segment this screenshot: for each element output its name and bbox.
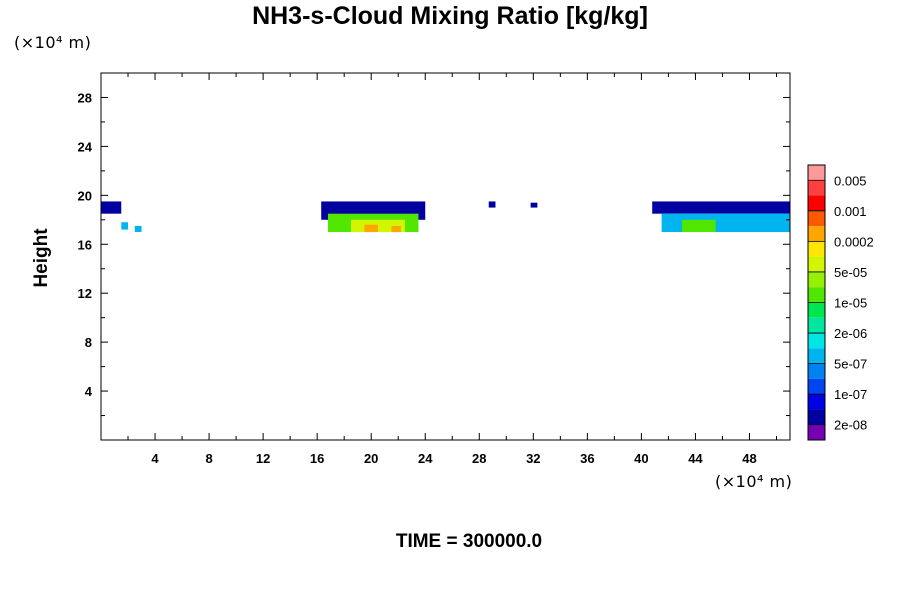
time-footer: TIME = 300000.0: [395, 531, 543, 552]
colorbar-swatch: [808, 363, 825, 379]
colorbar-swatch: [808, 317, 825, 334]
colorbar: 0.005 0.001 0.0002 5e-05 1e-05 2e-06 5e-07 1e-0…: [807, 164, 874, 441]
y-tick-label: 4: [85, 384, 93, 399]
x-tick-label: 20: [364, 451, 378, 466]
colorbar-label: 5e-07: [834, 357, 867, 372]
colorbar-label: 0.0002: [834, 234, 874, 249]
colorbar-swatch: [808, 210, 825, 227]
heatmap-region-7: [391, 225, 401, 233]
colorbar-label: 2e-08: [834, 418, 867, 433]
heatmap-cells: [101, 201, 790, 233]
y-tick-label: 28: [78, 90, 92, 105]
colorbar-swatch: [808, 226, 825, 242]
colorbar-swatch: [808, 409, 825, 425]
colorbar-label: 0.001: [834, 204, 867, 219]
colorbar-swatch: [808, 394, 825, 410]
colorbar-swatch: [808, 241, 825, 257]
y-tick-label: 12: [78, 286, 92, 301]
x-tick-label: 44: [688, 451, 703, 466]
x-tick-label: 8: [205, 451, 212, 466]
x-tick-label: 40: [634, 451, 648, 466]
colorbar-swatch: [808, 333, 825, 349]
x-tick-label: 36: [580, 451, 594, 466]
chart-title: NH3-s-Cloud Mixing Ratio [kg/kg]: [252, 2, 648, 30]
x-tick-label: 4: [151, 451, 159, 466]
heatmap-region-8: [488, 201, 496, 208]
heatmap-region-6: [364, 224, 378, 233]
x-tick-label: 32: [526, 451, 540, 466]
colorbar-swatch: [808, 378, 825, 395]
heatmap-region-2: [134, 225, 142, 233]
y-tick-label: 20: [78, 188, 92, 203]
colorbar-label: 1e-07: [834, 387, 867, 402]
x-tick-label: 48: [742, 451, 756, 466]
plot-frame: [100, 72, 791, 441]
colorbar-swatch: [808, 424, 825, 440]
y-tick-label: 16: [78, 237, 92, 252]
colorbar-swatch: [808, 302, 825, 318]
x-tick-label: 16: [310, 451, 324, 466]
colorbar-swatch: [808, 348, 825, 364]
heatmap-region-9: [530, 202, 538, 208]
x-tick-label: 12: [256, 451, 270, 466]
colorbar-label: 2e-06: [834, 326, 867, 341]
heatmap-region-10: [652, 201, 790, 214]
heatmap-region-1: [121, 222, 129, 230]
y-axis-unit: (×10⁴ m): [14, 33, 92, 52]
y-tick-label: 24: [78, 139, 93, 154]
heatmap-region-0: [101, 201, 122, 214]
colorbar-label: 0.005: [834, 173, 867, 188]
x-axis-unit: (×10⁴ m): [715, 472, 793, 491]
colorbar-swatch: [808, 287, 825, 303]
colorbar-swatch: [808, 165, 825, 181]
colorbar-swatch: [808, 195, 825, 211]
colorbar-label: 1e-05: [834, 296, 867, 311]
colorbar-swatch: [808, 256, 825, 272]
heatmap-region-12: [681, 219, 716, 233]
heatmap-region-11: [661, 213, 790, 233]
x-tick-label: 28: [472, 451, 486, 466]
colorbar-label: 5e-05: [834, 265, 867, 280]
colorbar-swatch: [808, 271, 825, 288]
colorbar-swatch: [808, 180, 825, 196]
x-tick-label: 24: [418, 451, 433, 466]
y-tick-label: 8: [85, 335, 92, 350]
